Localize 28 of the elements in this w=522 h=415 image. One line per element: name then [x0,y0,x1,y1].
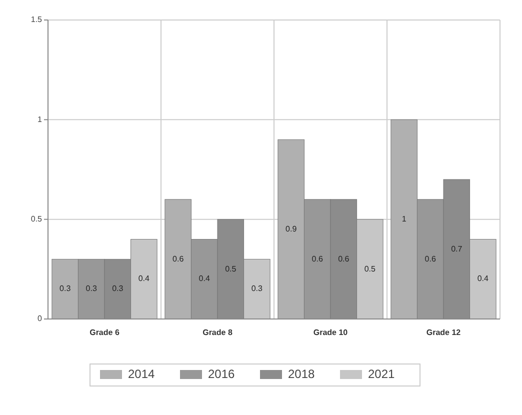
legend-label: 2016 [208,367,236,382]
legend-label: 2014 [128,367,156,382]
data-label: 0.6 [172,254,184,264]
data-label: 0.4 [477,274,490,284]
data-label: 1 [402,214,407,224]
data-label: 0.4 [138,274,150,284]
data-label: 0.9 [286,224,298,234]
data-label: 0.6 [338,254,350,264]
x-tick-label: Grade 12 [426,328,462,337]
data-label: 0.6 [312,254,324,264]
y-tick-label: 0 [38,314,43,324]
x-tick-label: Grade 10 [313,328,348,337]
x-tick-label: Grade 8 [202,328,233,337]
y-tick-label: 1.5 [30,15,43,24]
data-label: 0.5 [364,264,376,274]
legend-label: 2021 [368,367,396,382]
data-label: 0.4 [198,274,210,284]
data-label: 0.3 [60,284,72,294]
x-tick-label: Grade 6 [90,328,120,337]
data-label: 0.3 [112,284,124,294]
legend-label: 2018 [288,367,316,382]
data-label: 0.3 [86,284,98,294]
data-label: 0.5 [225,264,237,274]
data-label: 0.3 [251,284,264,294]
data-label: 0.7 [451,244,463,254]
y-tick-label: 0.5 [30,214,43,224]
y-tick-label: 1 [38,114,43,124]
data-label: 0.6 [424,254,436,264]
